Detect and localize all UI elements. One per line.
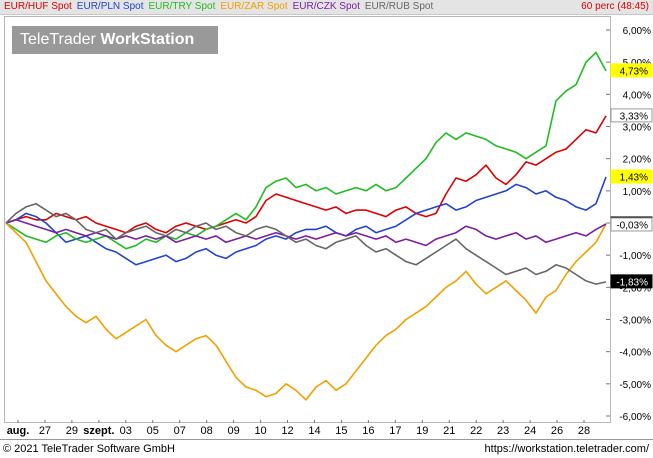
y-tick-label: 4,00%: [623, 90, 651, 101]
x-tick-label: 29: [66, 425, 78, 437]
last-value-label: 4,73%: [620, 66, 648, 77]
last-value-box: [610, 63, 653, 78]
series-line-eur-czk-spot: [5, 219, 607, 247]
x-tick-label: 17: [389, 425, 401, 437]
copyright-text: © 2021 TeleTrader Software GmbH: [3, 443, 175, 455]
chart-svg: 6,00%5,00%4,00%3,00%2,00%1,00%0,00%-1,00…: [5, 26, 653, 437]
y-tick-label: 1,00%: [623, 187, 651, 198]
x-tick-label: 19: [416, 425, 428, 437]
y-tick-label: 3,00%: [623, 123, 651, 134]
y-tick-label: -5,00%: [619, 380, 651, 391]
last-value-box: [610, 169, 653, 184]
legend-item-eur-try[interactable]: EUR/TRY Spot: [148, 1, 216, 12]
x-tick-label: 03: [120, 425, 132, 437]
x-tick-label: 16: [362, 425, 374, 437]
logo-text: TeleTrader: [20, 31, 101, 48]
last-value-label: -1,83%: [616, 277, 648, 288]
teletrader-logo: TeleTrader WorkStation: [12, 26, 218, 54]
website-link[interactable]: https://workstation.teletrader.com/: [484, 443, 649, 455]
y-tick-label: 2,00%: [623, 155, 651, 166]
series-line-eur-rub-spot: [5, 202, 607, 285]
footer: © 2021 TeleTrader Software GmbH https://…: [0, 439, 653, 458]
x-tick-label: 08: [201, 425, 213, 437]
y-tick-label: -1,00%: [619, 251, 651, 262]
x-tick-label: 15: [335, 425, 347, 437]
x-tick-label: aug.: [7, 425, 30, 437]
period-label: 60 perc (48:45): [581, 1, 649, 12]
last-value-badge: 3,33%: [610, 108, 653, 123]
x-tick-label: 05: [147, 425, 159, 437]
x-tick-label: 14: [308, 425, 320, 437]
legend-item-eur-huf[interactable]: EUR/HUF Spot: [4, 1, 72, 12]
y-tick-label: -6,00%: [619, 412, 651, 423]
series-line-eur-zar-spot: [5, 222, 607, 401]
x-tick-label: 27: [39, 425, 51, 437]
last-value-badge: -1,83%: [610, 274, 653, 289]
x-tick-label: 24: [524, 425, 536, 437]
legend-item-eur-rub[interactable]: EUR/RUB Spot: [364, 1, 434, 12]
legend-item-eur-pln[interactable]: EUR/PLN Spot: [76, 1, 144, 12]
y-tick-label: -3,00%: [619, 316, 651, 327]
legend-item-eur-zar[interactable]: EUR/ZAR Spot: [220, 1, 288, 12]
x-tick-label: 23: [497, 425, 509, 437]
y-tick-label: 6,00%: [623, 26, 651, 37]
series-line-eur-pln-spot: [5, 176, 607, 266]
x-tick-label: 26: [551, 425, 563, 437]
last-value-box: [610, 217, 653, 232]
last-value-box: [610, 108, 653, 123]
y-tick-label: -2,00%: [619, 283, 651, 294]
y-tick-label: -4,00%: [619, 348, 651, 359]
series-line-eur-huf-spot: [5, 115, 607, 234]
legend-bar: EUR/HUF Spot EUR/PLN Spot EUR/TRY Spot E…: [0, 0, 653, 15]
legend-item-eur-czk[interactable]: EUR/CZK Spot: [292, 1, 360, 12]
x-tick-label: 21: [443, 425, 455, 437]
logo-text-bold: WorkStation: [100, 31, 195, 48]
last-value-badge: 1,43%: [610, 169, 653, 184]
x-tick-label: 07: [174, 425, 186, 437]
x-tick-label: szept.: [83, 425, 114, 437]
last-value-badge: -0,03%: [610, 217, 653, 232]
x-tick-label: 12: [281, 425, 293, 437]
plot-area[interactable]: [4, 16, 611, 423]
series-line-eur-try-spot: [5, 51, 607, 250]
x-tick-label: 10: [254, 425, 266, 437]
last-value-label: -0,03%: [616, 220, 648, 231]
x-tick-label: 22: [470, 425, 482, 437]
x-tick-label: 28: [578, 425, 590, 437]
last-value-box: [610, 274, 653, 289]
last-value-badge: 4,73%: [610, 63, 653, 78]
x-tick-label: 09: [227, 425, 239, 437]
last-value-label: 1,43%: [620, 173, 648, 184]
last-value-label: 3,33%: [620, 111, 648, 122]
